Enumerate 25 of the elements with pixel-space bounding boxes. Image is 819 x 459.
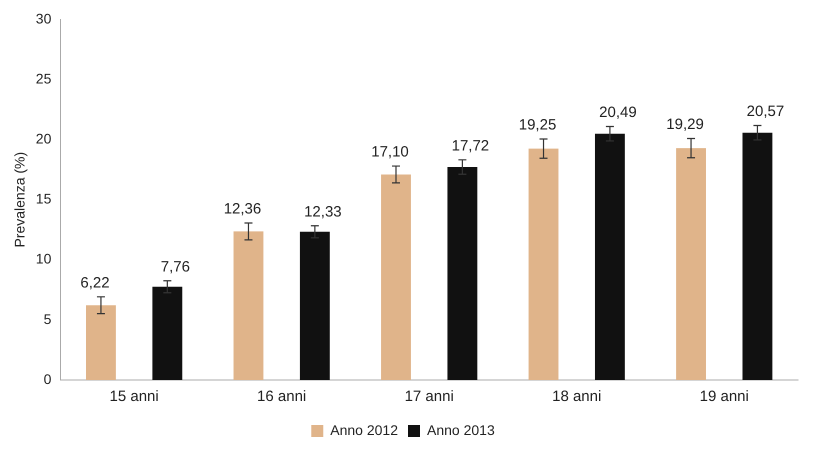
y-tick-label: 20 [36, 130, 52, 146]
x-tick-label: 19 anni [700, 388, 749, 406]
data-label: 12,33 [304, 203, 342, 220]
x-tick-label: 17 anni [404, 388, 454, 406]
y-tick-label: 10 [36, 250, 52, 267]
y-axis-title: Prevalenza (%) [11, 152, 28, 248]
x-tick-label: 18 anni [552, 388, 602, 406]
data-label: 19,29 [666, 116, 704, 134]
legend-label: Anno 2013 [427, 422, 495, 438]
y-tick-label: 15 [36, 190, 52, 207]
data-label: 19,25 [518, 116, 556, 134]
y-tick-label: 25 [36, 70, 52, 86]
legend-label: Anno 2012 [330, 422, 398, 438]
data-label: 20,57 [746, 103, 784, 120]
data-label: 6,22 [80, 274, 110, 292]
y-tick-label: 0 [44, 370, 52, 387]
data-label: 12,36 [224, 200, 262, 218]
y-tick-label: 5 [44, 310, 52, 327]
y-tick-label: 30 [36, 10, 52, 26]
x-tick-label: 15 anni [110, 388, 159, 406]
data-label: 17,72 [452, 137, 490, 154]
data-label: 7,76 [160, 258, 190, 276]
x-tick-label: 16 anni [257, 388, 306, 406]
data-label: 20,49 [599, 104, 637, 122]
data-label: 17,10 [371, 144, 409, 161]
